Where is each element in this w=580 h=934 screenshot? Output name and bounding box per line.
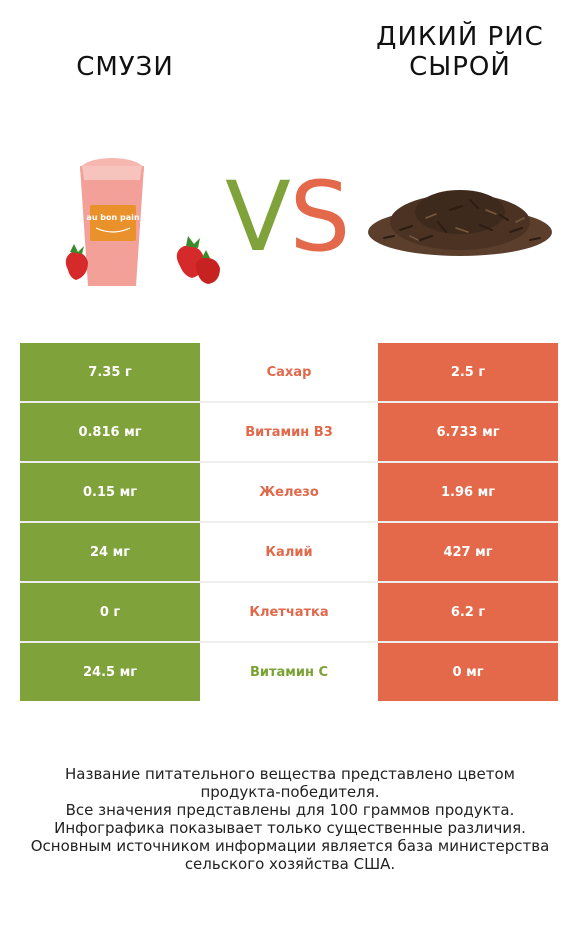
- smoothie-image: au bon pain: [65, 158, 220, 286]
- footer-line: Основным источником информации является …: [30, 837, 550, 855]
- right-value-cell: 2.5 г: [378, 343, 558, 401]
- right-value-cell: 6.2 г: [378, 583, 558, 641]
- table-row: 0 г Клетчатка 6.2 г: [20, 583, 558, 641]
- nutrient-label: Сахар: [200, 343, 378, 401]
- left-value-cell: 24.5 мг: [20, 643, 200, 701]
- wild-rice-image: [368, 190, 552, 256]
- footer-line: Инфографика показывает только существенн…: [54, 819, 526, 837]
- table-row: 0.816 мг Витамин B3 6.733 мг: [20, 403, 558, 461]
- vs-v-letter: V: [225, 161, 291, 270]
- nutrient-label: Калий: [200, 523, 378, 581]
- right-value-cell: 6.733 мг: [378, 403, 558, 461]
- vs-mark: V S: [225, 161, 351, 270]
- right-value-cell: 0 мг: [378, 643, 558, 701]
- table-row: 24 мг Калий 427 мг: [20, 523, 558, 581]
- right-value-cell: 427 мг: [378, 523, 558, 581]
- footer-line: продукта-победителя.: [200, 783, 380, 801]
- right-product-title: ДИКИЙ РИС СЫРОЙ: [360, 22, 560, 82]
- left-value-cell: 0.15 мг: [20, 463, 200, 521]
- nutrient-label: Клетчатка: [200, 583, 378, 641]
- left-value-cell: 24 мг: [20, 523, 200, 581]
- vs-s-letter: S: [290, 161, 351, 270]
- table-row: 7.35 г Сахар 2.5 г: [20, 343, 558, 401]
- footer-notes: Название питательного вещества представл…: [20, 765, 560, 873]
- left-value-cell: 0.816 мг: [20, 403, 200, 461]
- comparison-table: 7.35 г Сахар 2.5 г 0.816 мг Витамин B3 6.733 …: [20, 343, 558, 701]
- footer-line: сельского хозяйства США.: [184, 855, 396, 873]
- nutrient-label: Железо: [200, 463, 378, 521]
- nutrient-label: Витамин C: [200, 643, 378, 701]
- left-value-cell: 7.35 г: [20, 343, 200, 401]
- right-value-cell: 1.96 мг: [378, 463, 558, 521]
- cup-logo: au bon pain: [86, 213, 139, 222]
- footer-line: Название питательного вещества представл…: [65, 765, 515, 783]
- table-row: 0.15 мг Железо 1.96 мг: [20, 463, 558, 521]
- right-product-title-line2: СЫРОЙ: [409, 52, 511, 82]
- footer-line: Все значения представлены для 100 граммо…: [65, 801, 515, 819]
- left-product-title: СМУЗИ: [76, 52, 174, 82]
- left-value-cell: 0 г: [20, 583, 200, 641]
- right-product-title-line1: ДИКИЙ РИС: [376, 22, 544, 52]
- nutrient-label: Витамин B3: [200, 403, 378, 461]
